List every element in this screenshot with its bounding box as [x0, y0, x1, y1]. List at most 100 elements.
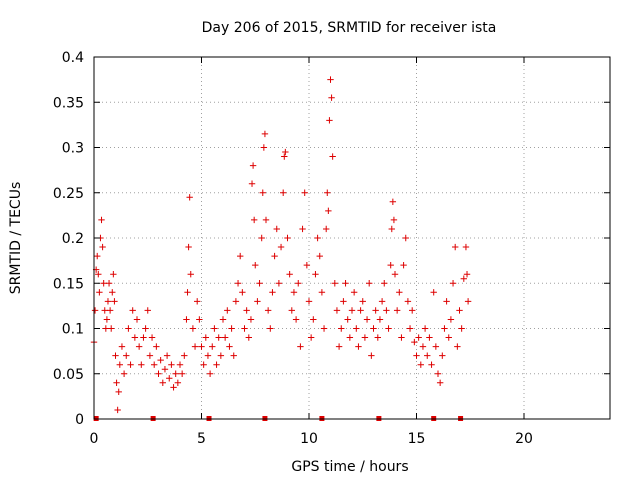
data-point — [120, 370, 128, 377]
data-point — [428, 361, 435, 368]
data-point — [312, 271, 319, 278]
data-point — [191, 343, 199, 350]
data-point — [284, 234, 291, 242]
data-point — [404, 298, 412, 305]
data-point — [400, 261, 407, 269]
data-point — [125, 325, 132, 332]
data-point — [161, 366, 169, 373]
data-point — [346, 334, 354, 341]
data-point — [411, 338, 418, 346]
data-point — [432, 343, 440, 350]
data-point — [198, 343, 205, 350]
data-point — [108, 325, 115, 332]
data-point — [183, 316, 190, 323]
data-point — [363, 316, 371, 323]
data-point — [111, 298, 118, 305]
y-axis-label: SRMTID / TECUs — [8, 182, 24, 295]
data-point — [443, 298, 450, 305]
data-point — [463, 271, 471, 278]
y-tick-label: 0.25 — [53, 186, 84, 202]
data-point — [338, 325, 345, 332]
data-point — [390, 216, 398, 224]
data-point — [398, 334, 405, 341]
x-tick-label: 0 — [90, 431, 99, 447]
data-point — [445, 334, 452, 341]
data-point — [131, 334, 139, 341]
data-point — [261, 130, 269, 138]
data-point — [301, 189, 308, 196]
data-point — [103, 316, 111, 323]
data-point — [176, 361, 184, 368]
data-point — [146, 352, 154, 359]
data-point — [142, 325, 149, 332]
data-point — [202, 334, 209, 341]
x-tick-label: 15 — [408, 431, 426, 447]
data-point — [215, 334, 222, 341]
data-point — [209, 343, 216, 350]
data-point — [230, 352, 237, 359]
data-point — [323, 225, 330, 233]
data-point — [123, 352, 130, 359]
data-point — [252, 261, 259, 269]
data-point — [415, 334, 422, 341]
data-point — [144, 307, 151, 314]
data-point — [286, 271, 293, 278]
data-point — [387, 261, 394, 269]
data-point — [449, 280, 457, 287]
data-point — [148, 334, 156, 341]
data-point — [454, 343, 461, 350]
data-point — [327, 76, 334, 83]
data-point — [91, 307, 99, 314]
data-point — [219, 316, 227, 323]
data-point — [228, 325, 235, 332]
data-point — [314, 234, 321, 242]
data-point — [155, 370, 162, 377]
data-point — [402, 234, 409, 242]
x-tick-label: 10 — [300, 431, 318, 447]
data-point — [95, 271, 102, 278]
data-point — [299, 225, 306, 233]
data-point — [133, 316, 141, 323]
data-point — [297, 343, 304, 350]
axis-ticks: 0 0.05 0.1 0.15 0.2 0.25 0.3 0.35 0.4 0 5 10 15 20 — [53, 50, 610, 447]
data-point — [310, 316, 317, 323]
data-point — [462, 243, 470, 251]
data-point — [194, 298, 201, 305]
data-point — [98, 216, 105, 224]
y-tick-label: 0.4 — [62, 50, 84, 66]
data-point — [234, 280, 242, 287]
data-point — [464, 298, 472, 305]
chart-title: Day 206 of 2015, SRMTID for receiver ist… — [202, 20, 497, 36]
data-point — [250, 216, 258, 224]
data-point — [378, 298, 386, 305]
data-point — [116, 361, 123, 368]
data-point — [328, 94, 335, 101]
data-point — [159, 379, 166, 386]
data-point — [248, 180, 256, 187]
data-point — [104, 298, 112, 305]
data-point — [153, 343, 160, 350]
data-point — [324, 189, 331, 196]
data-point — [110, 271, 117, 278]
data-point — [200, 361, 207, 368]
data-point — [460, 275, 467, 282]
data-point — [115, 388, 122, 396]
data-point — [292, 316, 300, 323]
data-point — [247, 316, 255, 323]
data-point — [280, 189, 287, 196]
data-point — [249, 162, 257, 169]
data-point — [241, 325, 248, 332]
data-point — [277, 243, 285, 251]
data-point — [189, 325, 197, 332]
data-point — [185, 243, 192, 251]
data-point — [430, 289, 437, 296]
data-point — [245, 334, 252, 341]
data-point — [186, 194, 193, 201]
data-point — [342, 280, 349, 287]
y-tick-label: 0.1 — [62, 322, 84, 338]
data-point — [326, 117, 333, 124]
y-tick-label: 0.35 — [53, 95, 84, 111]
data-point — [264, 307, 272, 314]
data-point — [232, 298, 240, 305]
data-point — [439, 352, 446, 359]
